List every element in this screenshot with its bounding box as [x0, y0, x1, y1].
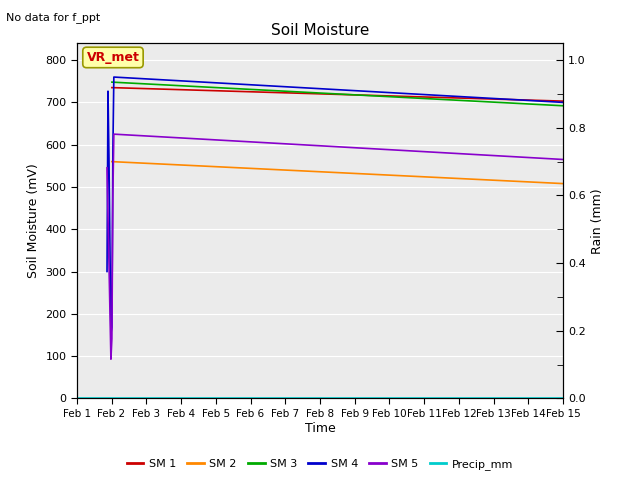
- Y-axis label: Soil Moisture (mV): Soil Moisture (mV): [27, 163, 40, 278]
- Y-axis label: Rain (mm): Rain (mm): [591, 188, 604, 253]
- Legend: SM 1, SM 2, SM 3, SM 4, SM 5, Precip_mm: SM 1, SM 2, SM 3, SM 4, SM 5, Precip_mm: [122, 455, 518, 474]
- Title: Soil Moisture: Soil Moisture: [271, 23, 369, 38]
- Text: No data for f_ppt: No data for f_ppt: [6, 12, 100, 23]
- X-axis label: Time: Time: [305, 421, 335, 434]
- Text: VR_met: VR_met: [86, 51, 140, 64]
